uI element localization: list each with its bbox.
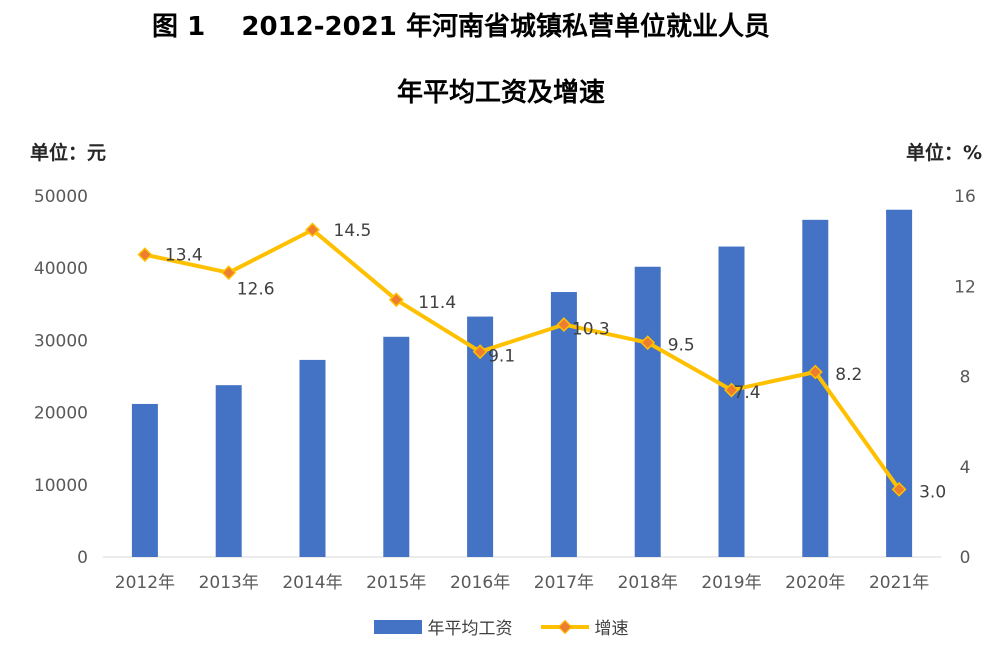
growth-data-label: 3.0	[919, 482, 946, 502]
bar-wage	[634, 266, 661, 557]
legend-bar-swatch	[373, 619, 422, 634]
bar-wage	[215, 385, 242, 557]
growth-data-label: 11.4	[418, 293, 456, 313]
x-axis-tick: 2021年	[869, 573, 929, 593]
growth-marker	[724, 382, 739, 398]
legend-item-growth: 增速	[540, 614, 629, 639]
x-axis-tick: 2018年	[618, 573, 678, 593]
growth-data-label: 14.5	[334, 221, 372, 241]
x-axis-tick: 2019年	[701, 573, 761, 593]
bar-wage	[131, 403, 158, 557]
right-axis-tick: 12	[954, 277, 976, 297]
growth-data-label: 13.4	[165, 246, 203, 266]
legend-label-wage: 年平均工资	[427, 619, 513, 639]
chart-title-line2: 年平均工资及增速	[396, 78, 605, 108]
bar-wage	[718, 246, 745, 558]
right-axis-tick: 16	[954, 187, 976, 207]
right-axis-tick: 8	[960, 368, 971, 388]
left-axis-tick: 30000	[34, 331, 88, 351]
bar-wage	[802, 219, 829, 558]
growth-marker	[472, 344, 488, 360]
x-axis-tick: 2012年	[115, 573, 175, 593]
x-axis-tick: 2016年	[450, 573, 510, 593]
growth-marker	[640, 335, 656, 351]
bar-wage	[886, 209, 913, 557]
bar-wage	[383, 336, 410, 557]
left-axis-tick: 20000	[34, 404, 88, 424]
right-axis-unit: 单位：%	[906, 142, 983, 164]
growth-marker	[807, 364, 823, 380]
x-axis-tick: 2014年	[282, 573, 342, 593]
growth-marker	[388, 292, 404, 308]
growth-marker	[305, 222, 320, 238]
growth-line	[144, 227, 901, 491]
growth-data-label: 7.4	[734, 383, 761, 403]
growth-data-label: 12.6	[237, 280, 275, 300]
x-axis-tick: 2017年	[534, 573, 594, 593]
legend-item-wage: 年平均工资	[373, 614, 513, 639]
growth-data-label: 9.5	[668, 336, 695, 356]
left-axis-unit: 单位：元	[30, 142, 107, 164]
right-axis-tick: 0	[960, 548, 971, 568]
left-axis-tick: 50000	[34, 187, 88, 207]
left-axis-tick: 0	[77, 548, 88, 568]
bar-wage	[550, 292, 577, 557]
growth-marker	[556, 317, 572, 333]
left-axis-tick: 10000	[34, 476, 88, 496]
growth-marker	[891, 481, 907, 497]
growth-data-label: 8.2	[835, 365, 862, 385]
growth-marker	[221, 265, 237, 281]
x-axis-tick: 2020年	[785, 573, 845, 593]
x-axis-tick: 2013年	[199, 573, 259, 593]
legend-label-growth: 增速	[594, 619, 629, 639]
bar-wage	[299, 359, 326, 557]
growth-marker	[137, 247, 153, 263]
chart-title-line1: 图 1 2012-2021 年河南省城镇私营单位就业人员	[152, 12, 770, 42]
left-axis-tick: 40000	[34, 259, 88, 279]
growth-data-label: 10.3	[572, 320, 610, 340]
right-axis-tick: 4	[960, 458, 971, 478]
x-axis-tick: 2015年	[366, 573, 426, 593]
chart-legend: 年平均工资 增速	[0, 614, 1002, 639]
growth-data-label: 9.1	[488, 347, 515, 367]
chart-plot: 0 10000 20000 30000 40000 50000 0 4 8 12 16 2012年 20…	[34, 187, 976, 593]
legend-line-swatch	[540, 619, 589, 635]
